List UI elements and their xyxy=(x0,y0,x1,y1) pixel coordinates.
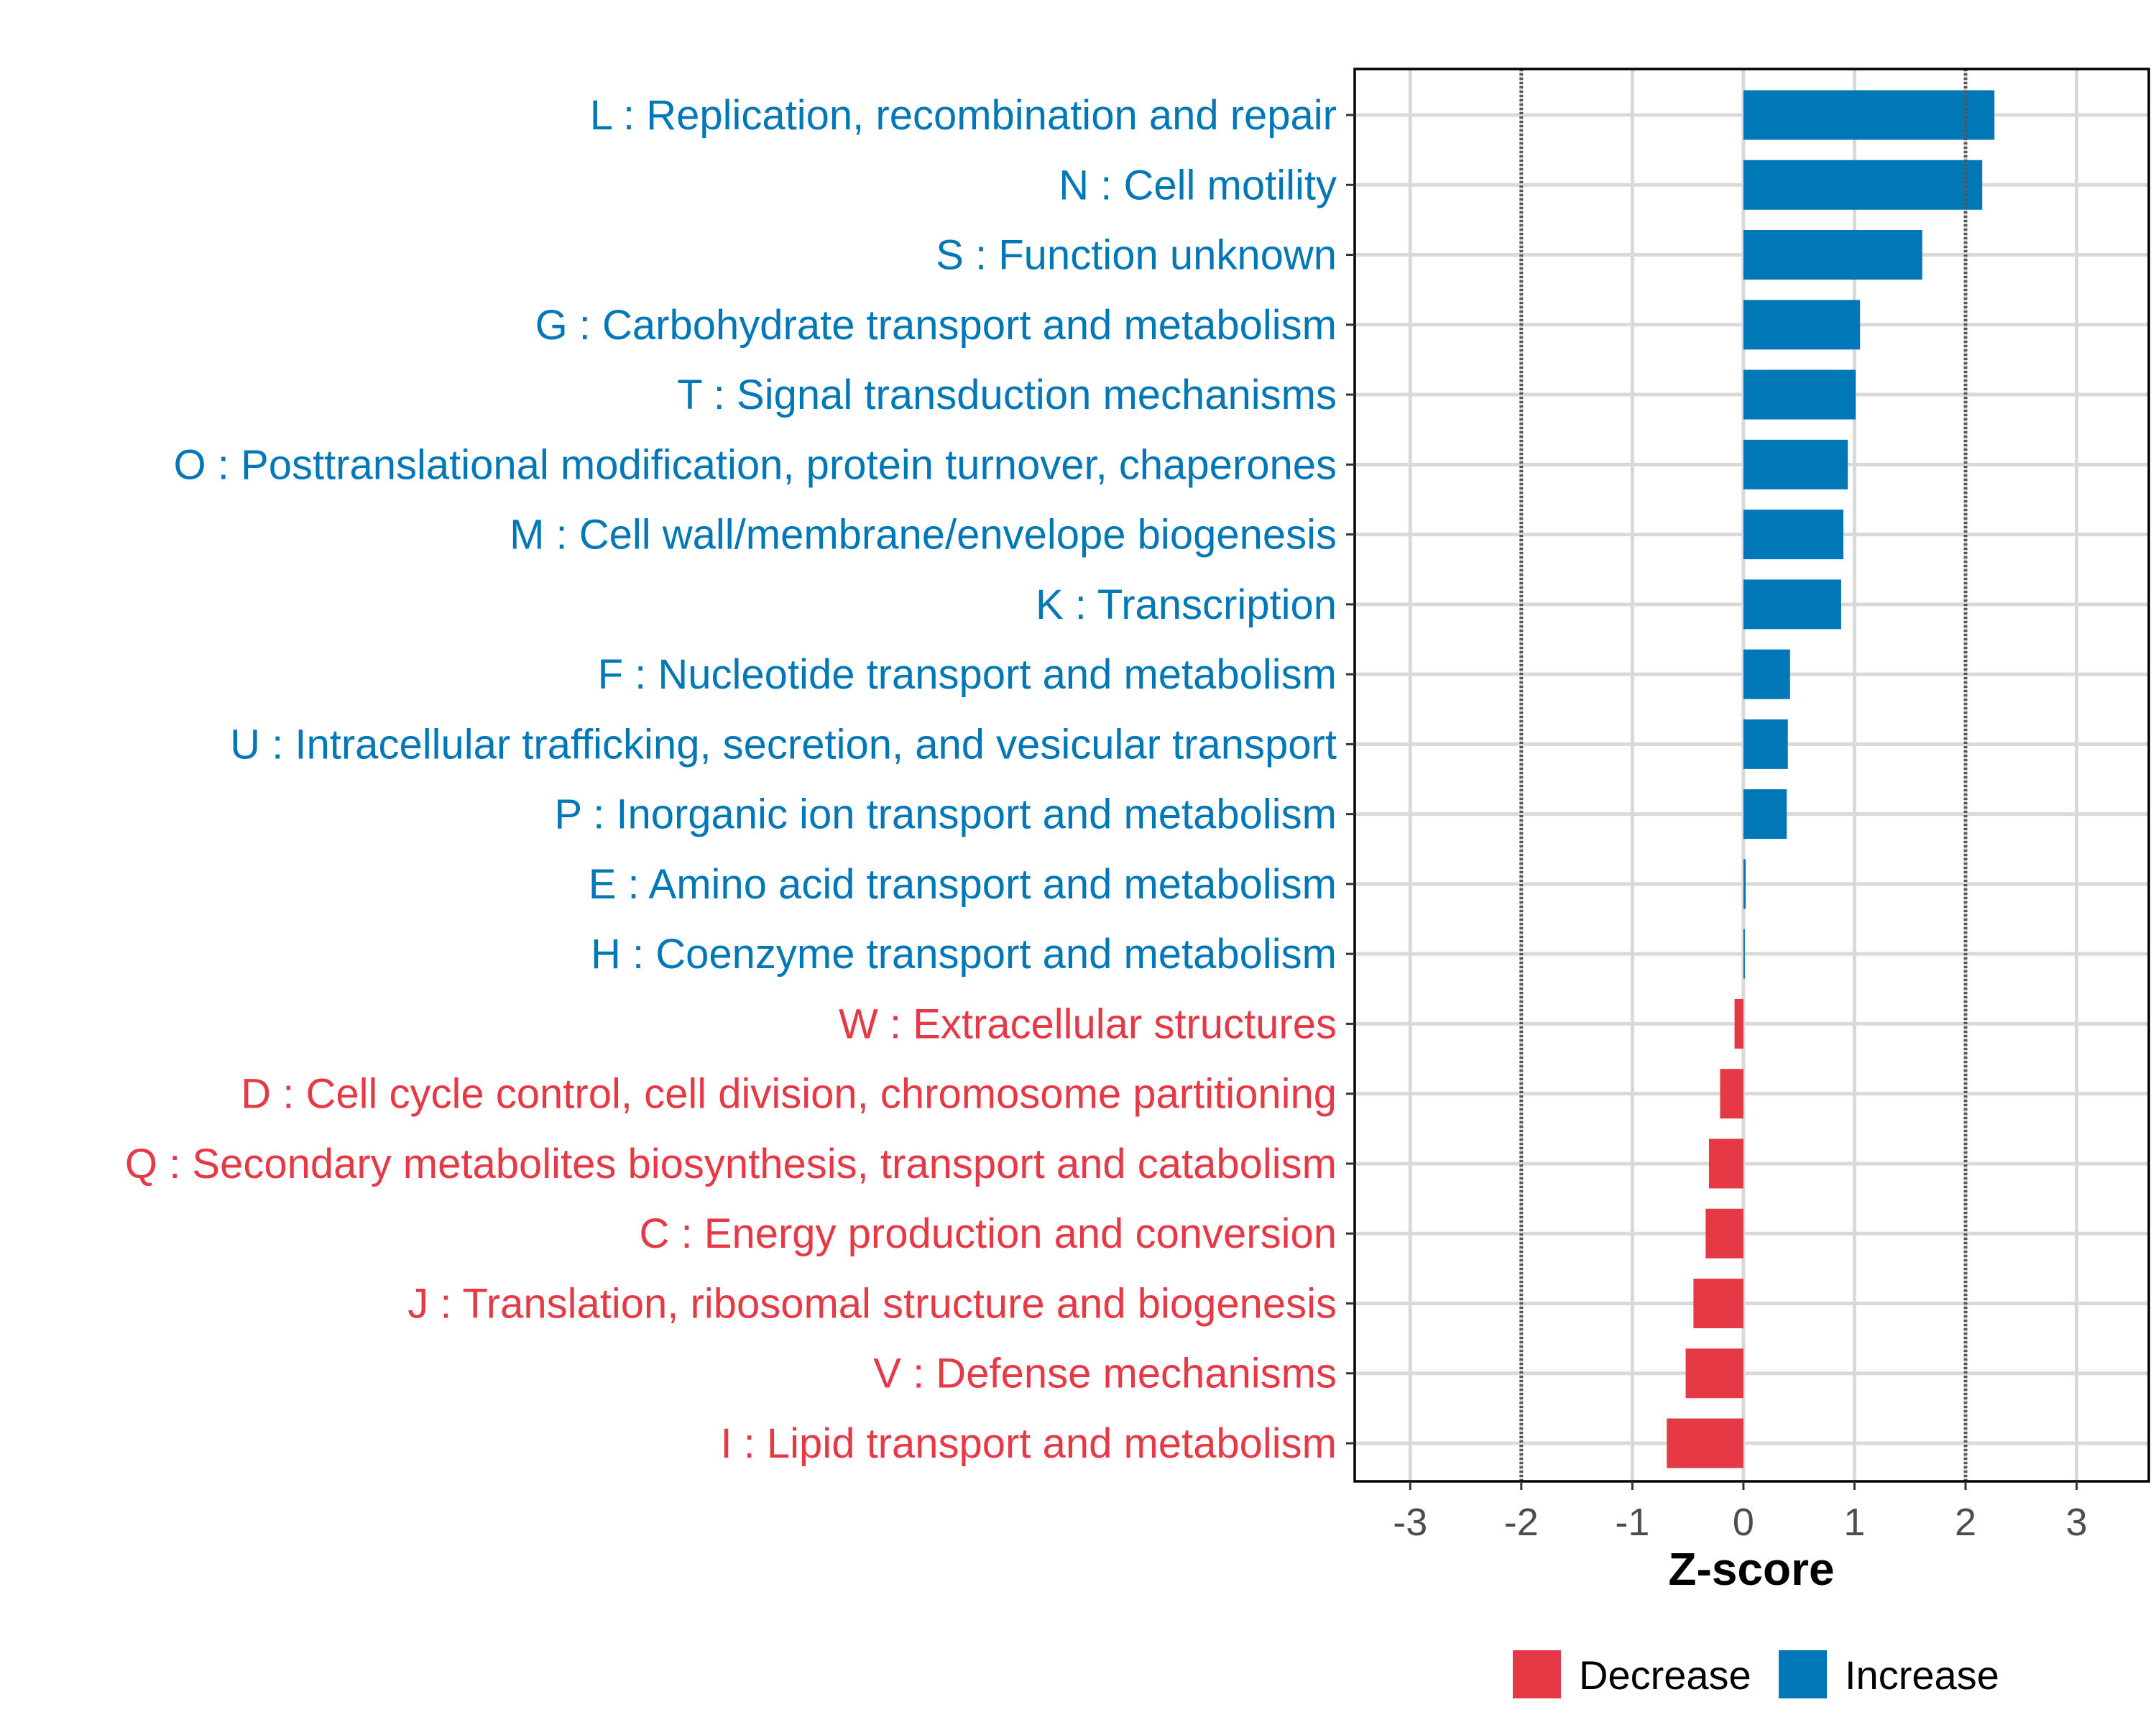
bar xyxy=(1685,1348,1743,1399)
legend-swatch xyxy=(1513,1650,1561,1698)
bar xyxy=(1720,1069,1743,1119)
category-label: N : Cell motility xyxy=(1059,162,1337,208)
x-axis-ticks: -3 -2 -1 0 1 2 3 xyxy=(1393,1481,2088,1544)
category-label: S : Function unknown xyxy=(936,232,1337,279)
legend-swatch xyxy=(1779,1650,1827,1698)
x-tick-label: 1 xyxy=(1843,1501,1865,1544)
x-tick-label: -3 xyxy=(1393,1501,1427,1544)
category-label: U : Intracellular trafficking, secretion… xyxy=(230,721,1337,768)
legend-label: Increase xyxy=(1845,1652,1999,1698)
bar xyxy=(1667,1418,1743,1468)
bar xyxy=(1743,789,1787,840)
category-label: W : Extracellular structures xyxy=(839,1000,1337,1047)
x-tick-label: -1 xyxy=(1615,1501,1649,1544)
category-label: K : Transcription xyxy=(1036,581,1337,628)
category-label: L : Replication, recombination and repai… xyxy=(590,92,1337,139)
bar xyxy=(1734,998,1743,1049)
x-tick-label: 0 xyxy=(1733,1501,1754,1544)
x-tick-label: 3 xyxy=(2066,1501,2088,1544)
bar xyxy=(1743,90,1995,140)
grid-lines xyxy=(1355,69,2149,1481)
bar xyxy=(1743,300,1861,350)
plot-panel-border xyxy=(1353,68,2150,1483)
bar xyxy=(1705,1208,1743,1259)
bar xyxy=(1743,929,1745,979)
category-label: F : Nucleotide transport and metabolism xyxy=(598,651,1337,698)
category-label: J : Translation, ribosomal structure and… xyxy=(407,1280,1337,1327)
bar xyxy=(1743,859,1746,909)
legend-label: Decrease xyxy=(1579,1652,1751,1698)
category-label: D : Cell cycle control, cell division, c… xyxy=(241,1071,1337,1118)
bar xyxy=(1743,649,1790,699)
category-label: T : Signal transduction mechanisms xyxy=(677,372,1337,418)
bar xyxy=(1743,579,1841,630)
bar xyxy=(1743,439,1848,489)
category-label: M : Cell wall/membrane/envelope biogenes… xyxy=(510,512,1337,558)
category-label: Q : Secondary metabolites biosynthesis, … xyxy=(125,1141,1337,1187)
bar xyxy=(1743,719,1788,769)
category-label: E : Amino acid transport and metabolism xyxy=(589,861,1337,908)
x-axis-title: Z-score xyxy=(1668,1543,1834,1595)
bar xyxy=(1743,160,1983,210)
category-label: G : Carbohydrate transport and metabolis… xyxy=(535,302,1337,349)
bar xyxy=(1693,1278,1743,1328)
category-label: I : Lipid transport and metabolism xyxy=(720,1420,1337,1467)
bars xyxy=(1667,90,1995,1468)
bar xyxy=(1743,230,1922,280)
category-label: C : Energy production and conversion xyxy=(640,1210,1337,1257)
bar xyxy=(1709,1138,1743,1189)
bar xyxy=(1743,369,1856,420)
bar xyxy=(1743,510,1843,560)
category-label: O : Posttranslational modification, prot… xyxy=(174,441,1337,488)
category-label: V : Defense mechanisms xyxy=(873,1351,1337,1397)
x-tick-label: 2 xyxy=(1955,1501,1976,1544)
category-label: P : Inorganic ion transport and metaboli… xyxy=(554,791,1337,838)
x-tick-label: -2 xyxy=(1504,1501,1539,1544)
category-label: H : Coenzyme transport and metabolism xyxy=(591,931,1337,978)
category-labels: L : Replication, recombination and repai… xyxy=(125,92,1355,1467)
legend: Decrease Increase xyxy=(1513,1650,1999,1698)
